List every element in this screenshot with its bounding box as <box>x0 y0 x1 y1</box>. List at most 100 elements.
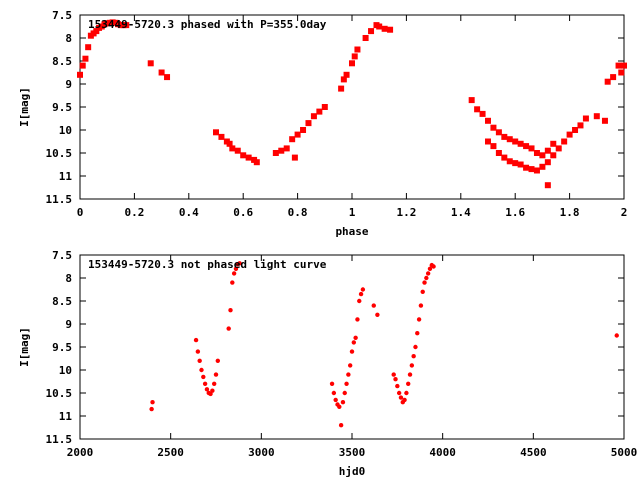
data-point <box>226 326 231 331</box>
data-point <box>593 113 600 120</box>
data-point <box>533 150 540 156</box>
data-point <box>245 154 252 161</box>
plot-frame <box>79 254 625 440</box>
data-point <box>343 71 350 78</box>
data-point <box>195 349 201 354</box>
data-point <box>338 85 345 92</box>
y-tick-label: 10 <box>59 124 72 137</box>
data-point <box>371 303 376 308</box>
x-tick-label: 4000 <box>429 446 456 459</box>
data-point <box>349 349 355 354</box>
data-point <box>396 390 402 396</box>
unphased-light-curve-plot: 2000 2500 3000 3500 4000 4500 5000 7.5 8 8.5 9 9.5 1… <box>18 249 637 478</box>
y-tick-label: 7.5 <box>52 9 72 22</box>
data-point <box>358 291 364 297</box>
y-tick-label: 8.5 <box>52 55 72 68</box>
data-point <box>226 140 233 147</box>
data-point <box>291 154 298 161</box>
data-point <box>485 138 491 145</box>
y-tick-label: 10.5 <box>46 147 73 160</box>
data-point <box>416 317 422 322</box>
data-point <box>197 358 202 363</box>
data-point <box>391 372 396 377</box>
data-point <box>490 124 497 131</box>
data-point <box>149 406 154 412</box>
data-point <box>150 400 155 405</box>
data-point <box>337 404 342 409</box>
y-tick-label: 9.5 <box>52 341 72 354</box>
data-point <box>398 395 404 400</box>
data-point <box>485 117 491 124</box>
data-point <box>577 122 584 129</box>
data-point <box>199 367 204 373</box>
x-tick-label: 0.6 <box>233 206 253 219</box>
data-point <box>360 287 366 292</box>
data-point <box>601 117 608 124</box>
data-point <box>387 26 394 33</box>
x-tick-label: 4500 <box>520 446 547 459</box>
data-point <box>512 160 519 167</box>
data-point <box>204 387 210 392</box>
data-point <box>517 161 524 168</box>
data-point <box>253 159 260 166</box>
data-point <box>539 152 546 159</box>
data-point <box>147 60 154 67</box>
data-point <box>431 264 436 269</box>
x-tick-label: 2 <box>621 206 628 219</box>
data-point <box>523 143 530 150</box>
data-point <box>240 152 247 159</box>
data-point <box>158 69 165 76</box>
y-tick-label: 11 <box>59 410 73 423</box>
x-tick-label: 1.2 <box>396 206 416 219</box>
y-axis-label: I[mag] <box>18 87 31 127</box>
data-point <box>621 62 627 69</box>
data-point <box>234 147 241 154</box>
data-point <box>85 44 92 51</box>
data-point <box>362 35 369 41</box>
data-point <box>333 397 338 403</box>
data-point <box>208 391 213 397</box>
data-point <box>427 266 433 271</box>
data-point <box>164 74 171 81</box>
data-point <box>550 140 557 147</box>
plot-frame <box>79 14 625 200</box>
data-point <box>342 390 347 396</box>
data-point <box>424 275 429 281</box>
y-tick-label: 7.5 <box>52 249 72 262</box>
data-point <box>528 166 535 173</box>
data-point <box>468 97 475 104</box>
data-point <box>79 62 86 69</box>
x-tick-label: 1.6 <box>505 206 525 219</box>
data-point <box>479 110 486 117</box>
data-point <box>213 129 219 136</box>
data-point <box>123 22 130 29</box>
y-tick-label: 11.5 <box>46 193 73 206</box>
data-point <box>375 312 380 317</box>
data-point <box>572 127 579 133</box>
data-point <box>474 106 481 113</box>
data-point <box>278 147 285 154</box>
data-point <box>406 381 411 386</box>
data-point <box>300 127 307 133</box>
data-point <box>528 145 535 152</box>
data-point <box>415 331 420 336</box>
data-point <box>193 337 199 343</box>
y-tick-label: 8 <box>65 32 72 45</box>
y-tick-label: 11 <box>59 170 73 183</box>
data-point <box>395 383 400 389</box>
data-point <box>501 154 508 161</box>
data-point <box>228 308 233 313</box>
data-point <box>283 145 290 152</box>
data-point <box>411 354 416 359</box>
data-point <box>349 60 355 67</box>
data-point <box>566 131 573 138</box>
data-point <box>210 388 215 393</box>
y-tick-label: 8.5 <box>52 295 72 308</box>
y-tick-label: 9 <box>65 78 72 91</box>
data-point <box>393 377 398 382</box>
x-tick-label: 0.8 <box>288 206 308 219</box>
data-point <box>490 143 497 150</box>
x-tick-label: 0.2 <box>124 206 144 219</box>
